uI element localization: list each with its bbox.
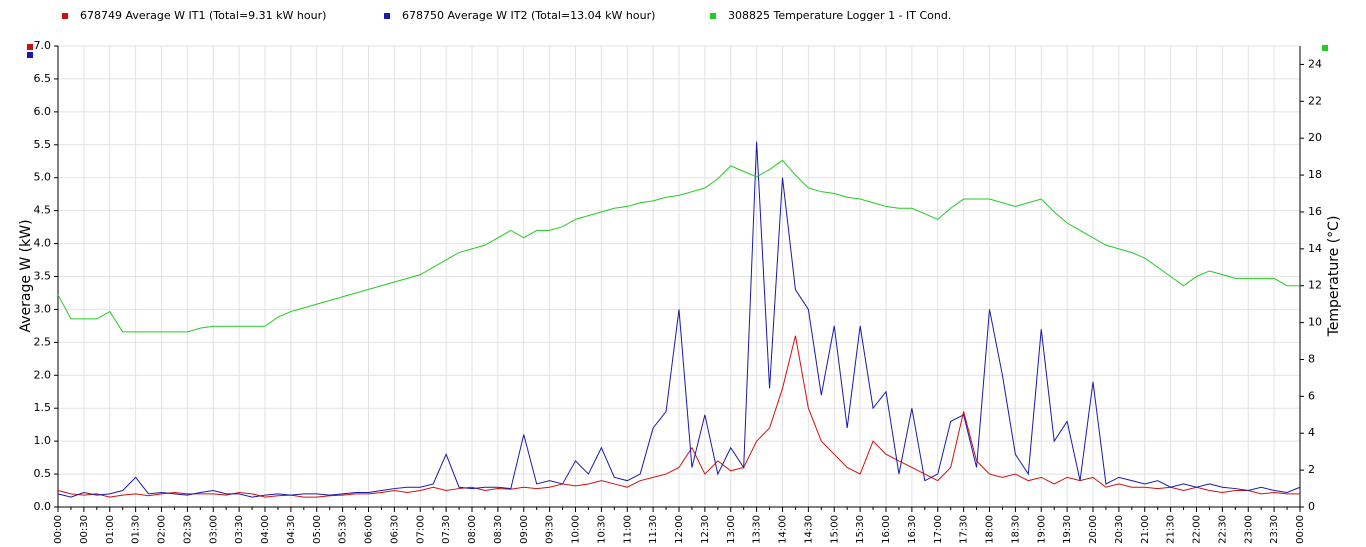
axis-series-marker <box>1322 45 1328 51</box>
y2-tick-label: 24 <box>1308 57 1322 70</box>
y2-tick-label: 14 <box>1308 242 1322 255</box>
x-tick-label: 12:30 <box>700 515 711 544</box>
x-tick-label: 14:30 <box>803 515 814 544</box>
x-tick-label: 19:30 <box>1062 515 1073 544</box>
y2-tick-label: 20 <box>1308 131 1322 144</box>
x-tick-label: 10:00 <box>571 515 582 544</box>
y-tick-label: 0.0 <box>34 500 52 513</box>
y2-tick-label: 12 <box>1308 279 1322 292</box>
series-line <box>57 335 1300 498</box>
x-tick-label: 04:30 <box>286 515 297 544</box>
x-tick-label: 14:00 <box>778 515 789 544</box>
x-tick-label: 01:00 <box>105 515 116 544</box>
axis-series-marker <box>27 52 33 58</box>
y-tick-label: 1.5 <box>34 401 52 414</box>
x-tick-label: 01:30 <box>131 515 142 544</box>
y-tick-label: 2.5 <box>34 335 52 348</box>
x-tick-label: 00:00 <box>53 515 64 544</box>
y-tick-label: 5.0 <box>34 171 52 184</box>
x-tick-label: 08:00 <box>467 515 478 544</box>
x-tick-label: 17:30 <box>959 515 970 544</box>
y-tick-label: 3.5 <box>34 270 52 283</box>
x-tick-label: 10:30 <box>596 515 607 544</box>
y2-tick-label: 16 <box>1308 205 1322 218</box>
x-tick-label: 03:30 <box>234 515 245 544</box>
x-tick-label: 16:00 <box>881 515 892 544</box>
y-tick-label: 7.0 <box>34 39 52 52</box>
legend-swatch <box>384 13 390 19</box>
x-tick-label: 23:00 <box>1243 515 1254 544</box>
y-tick-label: 2.0 <box>34 368 52 381</box>
x-tick-label: 05:30 <box>338 515 349 544</box>
x-tick-label: 21:30 <box>1166 515 1177 544</box>
x-tick-label: 00:30 <box>79 515 90 544</box>
y-tick-label: 6.5 <box>34 72 52 85</box>
x-tick-label: 16:30 <box>907 515 918 544</box>
y2-axis-label: Temperature (°C) <box>1326 216 1342 338</box>
x-tick-label: 22:30 <box>1217 515 1228 544</box>
x-tick-label: 08:30 <box>493 515 504 544</box>
x-tick-label: 09:30 <box>545 515 556 544</box>
y-tick-label: 4.5 <box>34 204 52 217</box>
x-tick-label: 21:00 <box>1140 515 1151 544</box>
x-tick-label: 09:00 <box>519 515 530 544</box>
y-tick-label: 1.0 <box>34 434 52 447</box>
x-tick-label: 15:00 <box>829 515 840 544</box>
x-tick-label: 12:00 <box>674 515 685 544</box>
y-tick-label: 0.5 <box>34 467 52 480</box>
axis-series-marker <box>27 44 33 50</box>
x-tick-label: 22:00 <box>1192 515 1203 544</box>
x-tick-label: 07:00 <box>415 515 426 544</box>
legend-label: 678750 Average W IT2 (Total=13.04 kW hou… <box>402 9 655 22</box>
x-tick-label: 17:00 <box>933 515 944 544</box>
x-tick-label: 11:30 <box>648 515 659 544</box>
y2-tick-label: 0 <box>1308 500 1315 513</box>
x-tick-label: 03:00 <box>208 515 219 544</box>
x-tick-label: 20:30 <box>1114 515 1125 544</box>
x-tick-label: 23:30 <box>1269 515 1280 544</box>
y2-tick-label: 8 <box>1308 352 1315 365</box>
y2-tick-label: 6 <box>1308 389 1315 402</box>
y2-tick-label: 2 <box>1308 463 1315 476</box>
x-tick-label: 11:00 <box>622 515 633 544</box>
legend-swatch <box>710 13 716 19</box>
x-tick-label: 13:30 <box>752 515 763 544</box>
y-tick-label: 5.5 <box>34 138 52 151</box>
x-tick-label: 15:30 <box>855 515 866 544</box>
y2-tick-label: 4 <box>1308 426 1315 439</box>
series-line <box>57 141 1301 498</box>
y-tick-label: 3.0 <box>34 302 52 315</box>
legend-label: 308825 Temperature Logger 1 - IT Cond. <box>728 9 951 22</box>
x-tick-label: 02:00 <box>157 515 168 544</box>
x-tick-label: 13:00 <box>726 515 737 544</box>
y2-tick-label: 22 <box>1308 94 1322 107</box>
y-axis-label: Average W (kW) <box>18 219 34 332</box>
y-tick-label: 6.0 <box>34 105 52 118</box>
x-tick-label: 18:00 <box>985 515 996 544</box>
x-tick-label: 19:00 <box>1036 515 1047 544</box>
y2-tick-label: 18 <box>1308 168 1322 181</box>
legend-swatch <box>62 13 68 19</box>
x-tick-label: 18:30 <box>1010 515 1021 544</box>
x-tick-label: 20:00 <box>1088 515 1099 544</box>
y-tick-label: 4.0 <box>34 237 52 250</box>
x-tick-label: 05:00 <box>312 515 323 544</box>
series-line <box>57 159 1300 333</box>
y2-tick-label: 10 <box>1308 316 1322 329</box>
x-tick-label: 00:00 <box>1295 515 1306 544</box>
legend-label: 678749 Average W IT1 (Total=9.31 kW hour… <box>80 9 326 22</box>
x-tick-label: 04:00 <box>260 515 271 544</box>
x-tick-label: 02:30 <box>182 515 193 544</box>
x-tick-label: 06:00 <box>364 515 375 544</box>
x-tick-label: 06:30 <box>389 515 400 544</box>
x-tick-label: 07:30 <box>441 515 452 544</box>
